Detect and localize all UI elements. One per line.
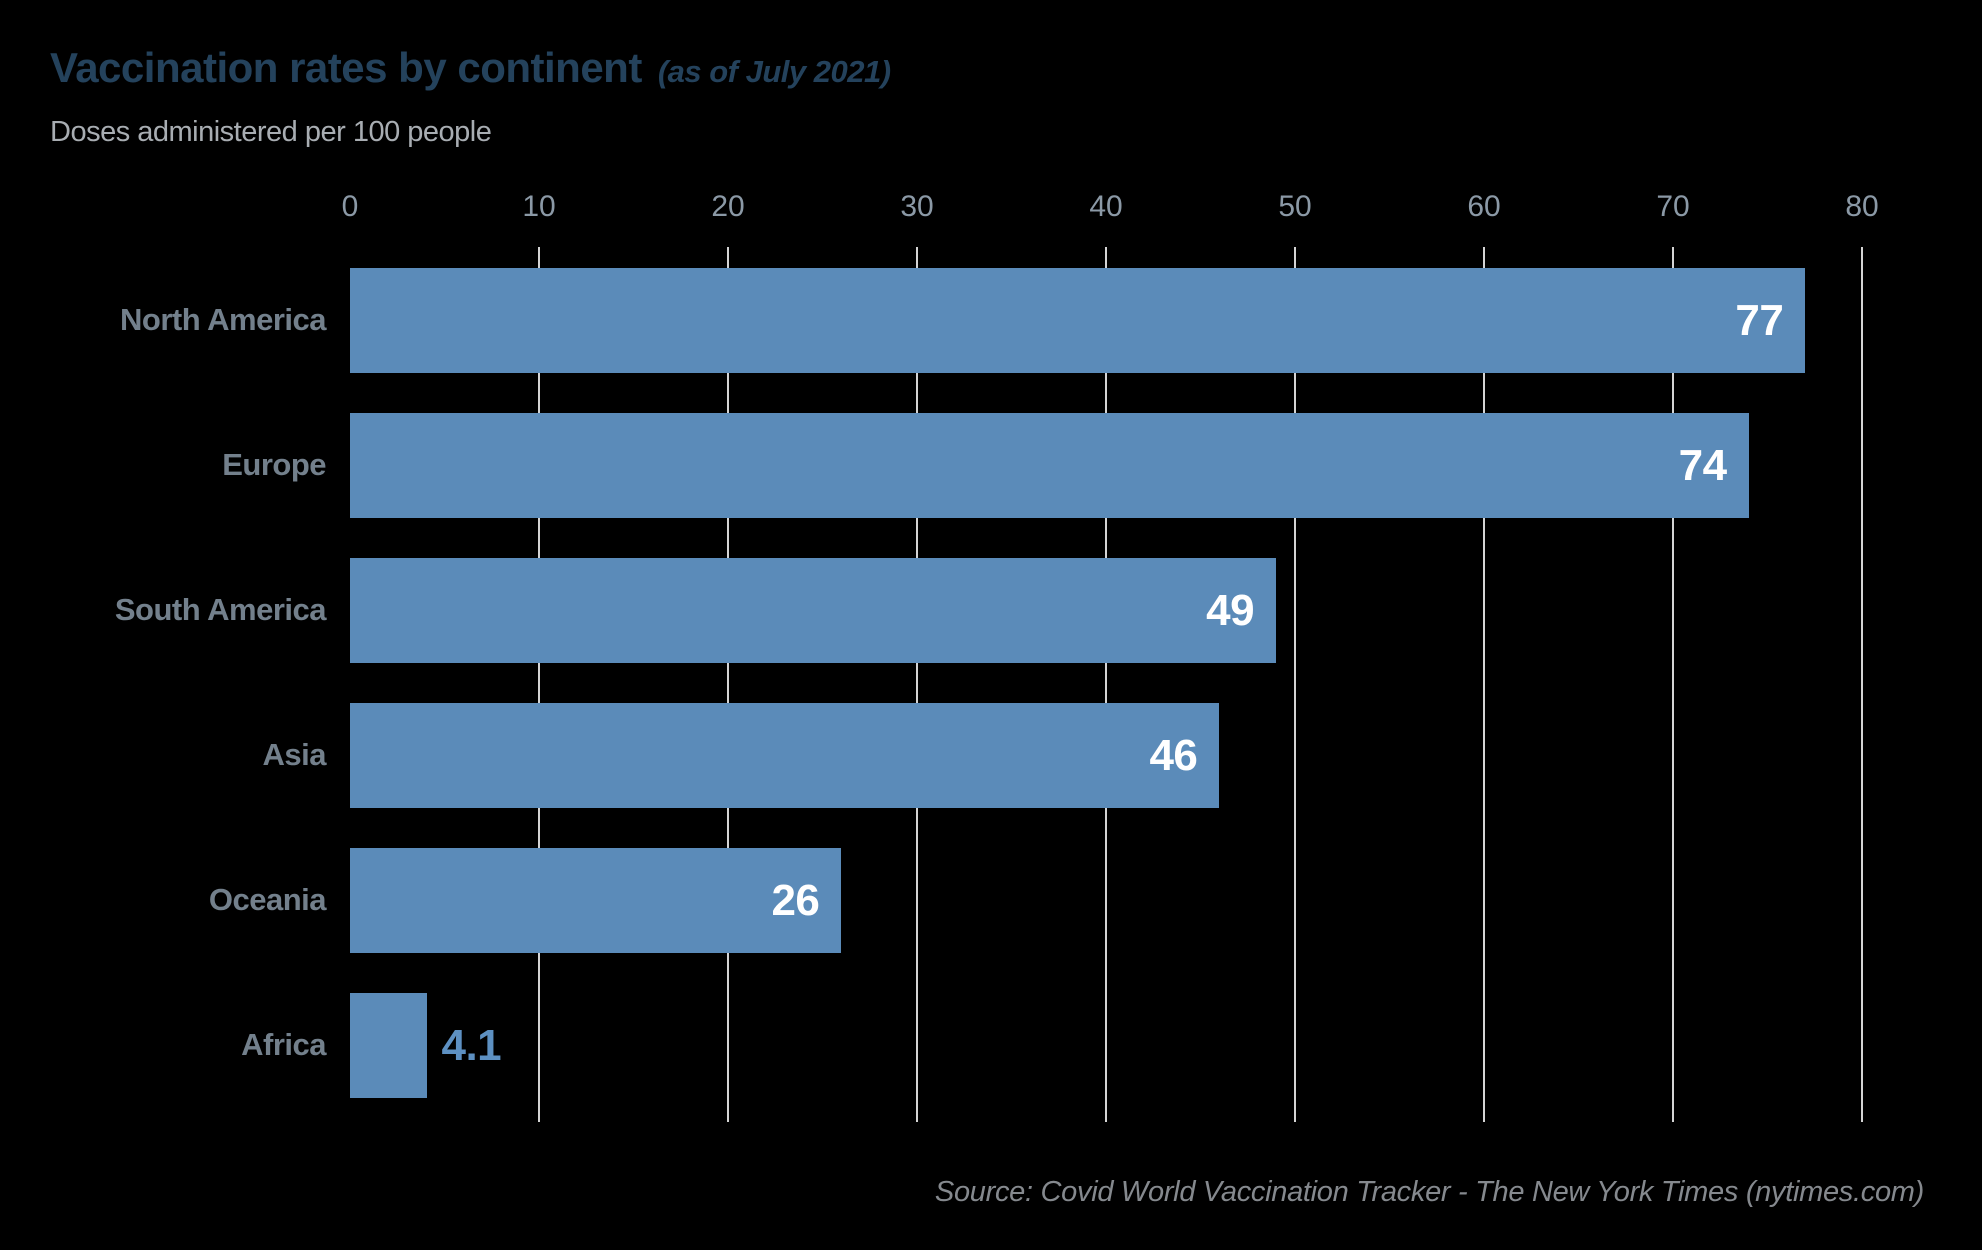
value-label: 46 xyxy=(1149,730,1198,780)
category-label: North America xyxy=(120,301,326,337)
bar xyxy=(350,848,842,953)
x-axis-tick-label: 70 xyxy=(1656,190,1690,223)
x-axis-tick-label: 20 xyxy=(711,190,745,223)
gridline xyxy=(1105,247,1107,1122)
bar xyxy=(350,268,1806,373)
bar xyxy=(350,703,1220,808)
category-label: Oceania xyxy=(208,881,327,917)
x-axis-tick-label: 0 xyxy=(341,190,359,223)
bar xyxy=(350,993,428,1098)
value-label: 4.1 xyxy=(441,1020,502,1070)
bar xyxy=(350,558,1277,663)
value-label: 77 xyxy=(1735,295,1784,345)
x-axis-tick-label: 40 xyxy=(1089,190,1123,223)
x-axis-tick-label: 30 xyxy=(900,190,934,223)
chart-title-qualifier: (as of July 2021) xyxy=(657,54,891,89)
chart-subtitle: Doses administered per 100 people xyxy=(50,116,492,148)
source-note: Source: Covid World Vaccination Tracker … xyxy=(934,1176,1924,1208)
x-axis-tick-label: 60 xyxy=(1467,190,1501,223)
gridline xyxy=(1483,247,1485,1122)
chart-header: Vaccination rates by continent (as of Ju… xyxy=(50,44,891,92)
x-axis-tick-label: 50 xyxy=(1278,190,1312,223)
gridline xyxy=(538,247,540,1122)
gridline xyxy=(1672,247,1674,1122)
category-label: Asia xyxy=(262,736,327,772)
value-label: 74 xyxy=(1678,440,1727,490)
x-axis-tick-label: 10 xyxy=(522,190,556,223)
value-label: 49 xyxy=(1206,585,1255,635)
x-axis-tick-label: 80 xyxy=(1845,190,1879,223)
gridline xyxy=(1861,247,1863,1122)
category-label: Africa xyxy=(241,1026,326,1062)
gridline xyxy=(916,247,918,1122)
category-label: Europe xyxy=(222,446,326,482)
bar xyxy=(350,413,1749,518)
value-label: 26 xyxy=(771,875,820,925)
gridline xyxy=(727,247,729,1122)
gridline xyxy=(1294,247,1296,1122)
chart-title: Vaccination rates by continent xyxy=(50,44,642,91)
category-label: South America xyxy=(114,591,327,627)
